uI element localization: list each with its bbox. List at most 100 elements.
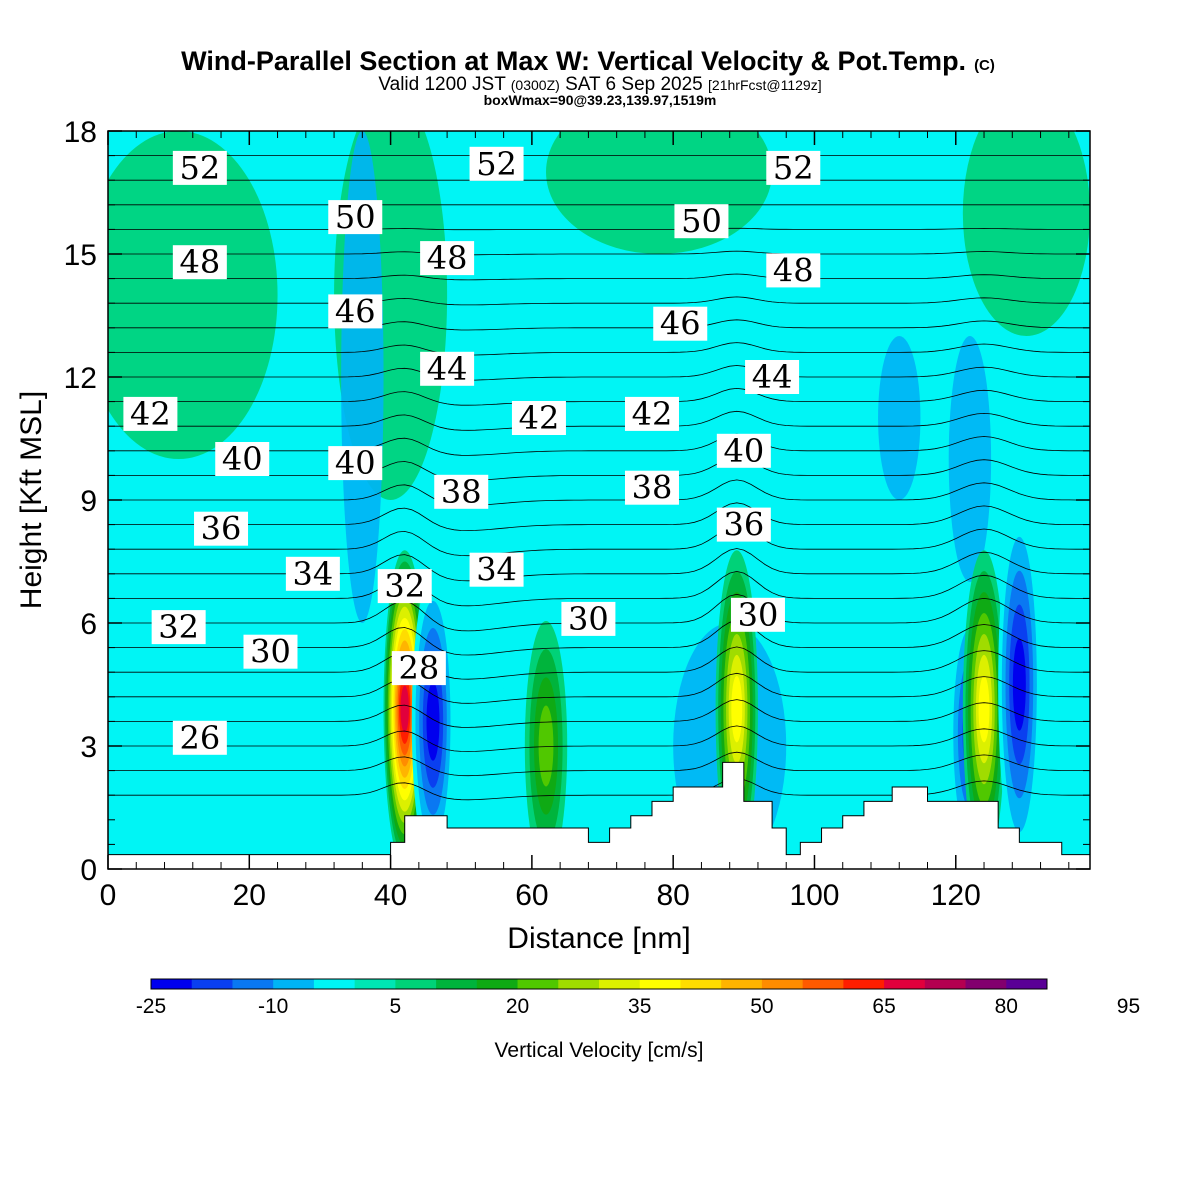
chart-subtitle-box: boxWmax=90@39.23,139.97,1519m (484, 92, 717, 108)
contour-label: 50 (674, 202, 729, 240)
contour-label-text: 42 (519, 399, 560, 437)
contour-label: 32 (377, 567, 432, 605)
x-tick-label: 60 (515, 879, 548, 912)
x-tick-label: 100 (789, 879, 839, 912)
contour-label-box (172, 245, 227, 280)
contour-label-text: 44 (427, 350, 468, 388)
theta-contour (108, 699, 1090, 728)
colorbar-swatch (843, 979, 885, 989)
contour-label: 48 (172, 243, 227, 281)
x-tick-label: 40 (374, 879, 407, 912)
contour-label-text: 52 (773, 149, 814, 187)
contour-label-box (172, 720, 227, 755)
colorbar-tick-label: 95 (1117, 995, 1140, 1018)
contour-label-box (716, 507, 771, 542)
contour-label-box (151, 610, 206, 645)
theta-contour (108, 273, 1090, 281)
colorbar-tick-label: -25 (136, 995, 166, 1018)
velocity-cell (978, 675, 990, 743)
x-tick-label: 0 (100, 879, 117, 912)
contour-label: 36 (194, 510, 249, 548)
theta-contour (108, 502, 1090, 532)
theta-contour (108, 250, 1090, 256)
colorbar-tick-label: 5 (390, 995, 402, 1018)
y-tick-label: 9 (80, 485, 97, 518)
theta-contours (108, 131, 1090, 801)
contour-label-box (420, 241, 475, 276)
theta-contour (108, 433, 1090, 456)
contour-label: 52 (766, 149, 821, 187)
velocity-cell (538, 705, 554, 787)
contour-label-box (328, 446, 383, 481)
contour-label-box (561, 601, 616, 636)
contour-label-text: 48 (773, 251, 814, 289)
contour-label: 36 (716, 506, 771, 544)
velocity-cell (426, 682, 440, 761)
theta-contour (108, 410, 1090, 431)
contour-label-box (730, 597, 785, 632)
theta-contour (108, 525, 1090, 557)
colorbar-swatch (884, 979, 926, 989)
colorbar-tick-label: 35 (628, 995, 651, 1018)
contour-label-text: 32 (384, 567, 425, 605)
contour-label-box (285, 556, 340, 591)
colorbar-tick-label: -10 (258, 995, 288, 1018)
contour-label-text: 30 (250, 633, 291, 671)
colorbar-swatch (965, 979, 1007, 989)
plot-area: 52 52 52 50 50 48 48 48 46 46 44 44 42 42 42 40 40 40 38 38… (108, 131, 1090, 869)
theta-contour (108, 456, 1090, 481)
velocity-cell (731, 675, 743, 743)
contour-label: 46 (328, 292, 383, 330)
x-tick-label: 20 (233, 879, 266, 912)
contour-label-text: 48 (179, 243, 220, 281)
contour-label-box (328, 294, 383, 329)
colorbar-swatch (313, 979, 356, 989)
contour-label-box (674, 204, 729, 239)
x-tick-label: 120 (931, 879, 981, 912)
contour-label: 34 (469, 551, 524, 589)
y-tick-label: 18 (64, 116, 97, 149)
y-tick-label: 0 (80, 854, 97, 887)
colorbar-swatch (395, 979, 437, 989)
contour-label: 52 (469, 145, 524, 183)
colorbar-swatch (151, 979, 193, 989)
y-axis-label: Height [Kft MSL] (15, 391, 48, 609)
y-tick-label: 3 (80, 731, 97, 764)
contour-label-box (766, 253, 821, 288)
y-tick-labels: 0 3 6 9 12 15 18 (64, 116, 97, 887)
contour-label-box (420, 351, 475, 386)
field-patch (948, 336, 992, 582)
contour-label-text: 42 (130, 395, 171, 433)
colorbar-swatch (476, 979, 519, 989)
contour-label-text: 40 (723, 432, 764, 470)
contour-label: 44 (745, 358, 800, 396)
contour-label: 42 (123, 395, 178, 433)
contour-label-text: 42 (632, 395, 673, 433)
contour-label: 48 (420, 239, 475, 277)
colorbar-swatch (680, 979, 722, 989)
contour-label-box (243, 634, 298, 669)
y-tick-label: 6 (80, 608, 97, 641)
contour-label: 50 (328, 198, 383, 236)
contour-label-text: 26 (179, 719, 220, 757)
contour-label-box (469, 552, 524, 587)
contour-label-text: 34 (476, 551, 517, 589)
theta-contour (108, 672, 1090, 704)
contour-label-text: 52 (179, 149, 220, 187)
contour-label-box (745, 360, 800, 394)
contour-label-box (194, 511, 249, 546)
theta-contour (108, 646, 1090, 680)
contour-label-text: 40 (222, 440, 263, 478)
contour-label-box (469, 146, 524, 181)
contour-label-box (511, 401, 566, 435)
contour-label-text: 52 (476, 145, 517, 183)
colorbar-swatch (517, 979, 559, 989)
contour-label-text: 36 (723, 506, 764, 544)
colorbar-swatch (436, 979, 478, 989)
field-patch (962, 131, 1090, 336)
contour-label-text: 46 (335, 292, 376, 330)
colorbar-frame (150, 978, 1048, 990)
colorbar-swatch (761, 979, 804, 989)
contour-label: 40 (328, 444, 383, 482)
colorbar-swatch (273, 979, 315, 989)
